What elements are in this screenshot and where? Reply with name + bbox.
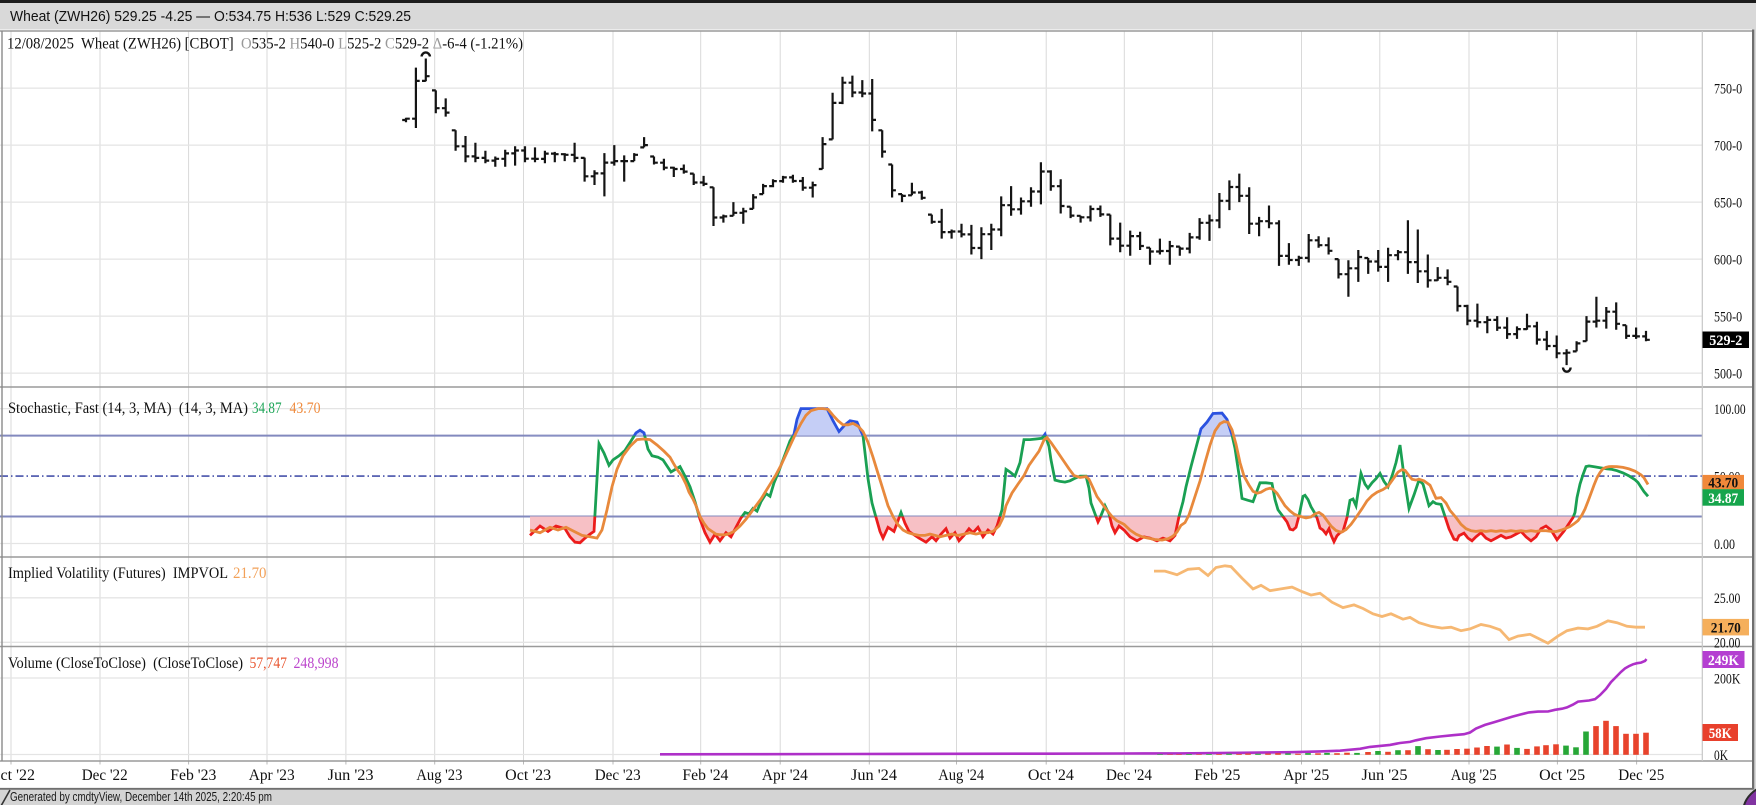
svg-text:500-0: 500-0	[1714, 366, 1742, 382]
svg-text:Apr '24: Apr '24	[762, 767, 808, 784]
svg-text:750-0: 750-0	[1714, 81, 1742, 97]
svg-text:Oct '24: Oct '24	[1028, 767, 1074, 784]
svg-text:Aug '23: Aug '23	[416, 767, 462, 784]
svg-text:Generated by cmdtyView, Decemb: Generated by cmdtyView, December 14th 20…	[10, 789, 272, 804]
svg-text:34.87: 34.87	[1708, 491, 1738, 507]
svg-text:550-0: 550-0	[1714, 309, 1742, 325]
svg-text:529-2: 529-2	[1709, 333, 1742, 349]
svg-text:25.00: 25.00	[1714, 591, 1740, 607]
svg-text:Dec '24: Dec '24	[1106, 767, 1152, 784]
svg-text:Oct '22: Oct '22	[0, 767, 35, 784]
svg-text:Oct '23: Oct '23	[505, 767, 551, 784]
svg-text:200K: 200K	[1714, 671, 1741, 687]
svg-text:34.87: 34.87	[252, 400, 282, 417]
svg-text:Aug '24: Aug '24	[938, 767, 984, 784]
svg-text:20.00: 20.00	[1714, 636, 1740, 652]
svg-text:100.00: 100.00	[1714, 402, 1746, 418]
svg-text:Dec '22: Dec '22	[82, 767, 128, 784]
svg-text:43.70: 43.70	[290, 400, 321, 417]
svg-text:0.00: 0.00	[1714, 537, 1735, 553]
svg-text:Oct '25: Oct '25	[1539, 767, 1585, 784]
svg-text:Volume (CloseToClose) (CloseT: Volume (CloseToClose) (CloseToClose)	[8, 655, 243, 672]
svg-text:Apr '23: Apr '23	[249, 767, 295, 784]
svg-text:Feb '25: Feb '25	[1194, 767, 1240, 784]
svg-text:248,998: 248,998	[294, 655, 339, 672]
svg-text:700-0: 700-0	[1714, 138, 1742, 154]
svg-text:650-0: 650-0	[1714, 195, 1742, 211]
svg-text:Jun '25: Jun '25	[1362, 767, 1408, 784]
svg-text:12/08/2025 Wheat (ZWH26) [CBO: 12/08/2025 Wheat (ZWH26) [CBOT] O535-2 H…	[7, 36, 523, 53]
svg-text:Jun '23: Jun '23	[328, 767, 374, 784]
svg-text:Dec '23: Dec '23	[595, 767, 641, 784]
svg-text:Aug '25: Aug '25	[1451, 767, 1497, 784]
svg-text:Apr '25: Apr '25	[1283, 767, 1329, 784]
svg-text:Implied Volatility (Futures): Implied Volatility (Futures) IMPVOL	[8, 565, 228, 582]
svg-text:21.70: 21.70	[233, 565, 267, 582]
svg-text:Dec '25: Dec '25	[1618, 767, 1664, 784]
svg-text:Stochastic, Fast (14, 3, MA): Stochastic, Fast (14, 3, MA) (14, 3, MA)	[8, 400, 248, 417]
svg-text:Feb '24: Feb '24	[682, 767, 728, 784]
svg-text:Wheat (ZWH26) 529.25 -4.25 — O: Wheat (ZWH26) 529.25 -4.25 — O:534.75 H:…	[10, 8, 411, 25]
svg-text:249K: 249K	[1708, 653, 1739, 669]
svg-text:21.70: 21.70	[1711, 621, 1741, 637]
svg-text:600-0: 600-0	[1714, 252, 1742, 268]
svg-text:58K: 58K	[1709, 726, 1732, 742]
svg-text:57,747: 57,747	[250, 655, 288, 672]
svg-text:Jun '24: Jun '24	[851, 767, 897, 784]
svg-text:43.70: 43.70	[1708, 476, 1738, 492]
svg-text:0K: 0K	[1714, 748, 1728, 764]
svg-text:Feb '23: Feb '23	[170, 767, 216, 784]
